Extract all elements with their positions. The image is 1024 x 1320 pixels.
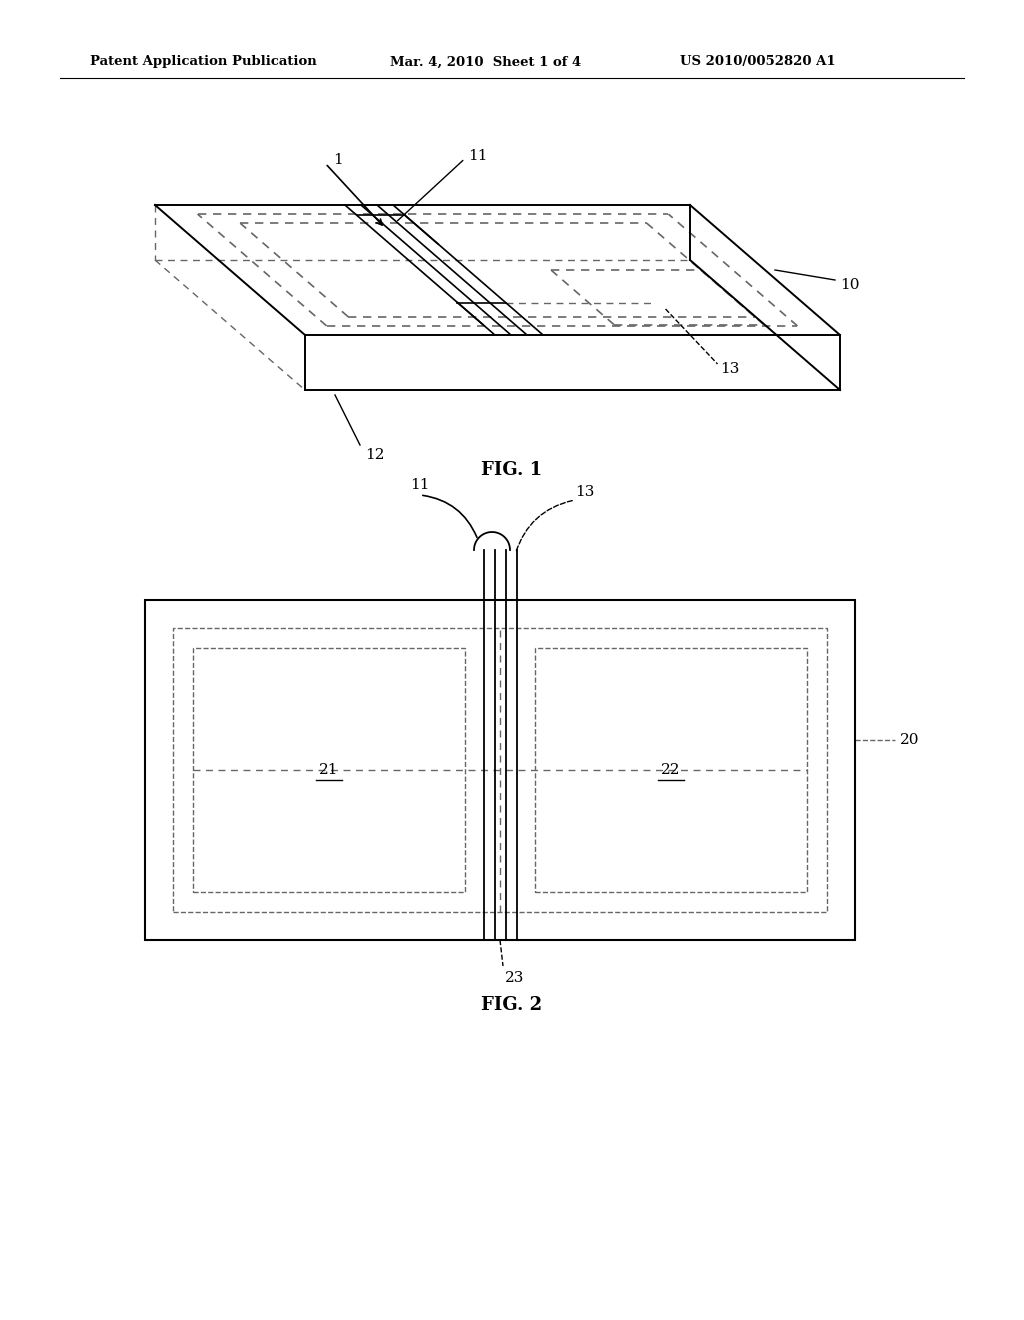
Text: FIG. 1: FIG. 1 <box>481 461 543 479</box>
Text: 1: 1 <box>333 153 343 168</box>
Text: 13: 13 <box>575 484 594 499</box>
Text: 11: 11 <box>468 149 487 162</box>
Bar <box>145 601 855 940</box>
Text: 12: 12 <box>365 447 384 462</box>
Text: Mar. 4, 2010  Sheet 1 of 4: Mar. 4, 2010 Sheet 1 of 4 <box>390 55 582 69</box>
Text: 20: 20 <box>900 733 920 747</box>
Text: 22: 22 <box>662 763 681 777</box>
Bar <box>193 648 465 892</box>
Text: 23: 23 <box>505 972 524 985</box>
Text: US 2010/0052820 A1: US 2010/0052820 A1 <box>680 55 836 69</box>
Text: 13: 13 <box>721 362 740 376</box>
Bar <box>535 648 807 892</box>
Text: 21: 21 <box>319 763 339 777</box>
Text: 10: 10 <box>840 279 859 292</box>
Text: Patent Application Publication: Patent Application Publication <box>90 55 316 69</box>
Text: FIG. 2: FIG. 2 <box>481 997 543 1014</box>
Text: 11: 11 <box>410 478 429 492</box>
